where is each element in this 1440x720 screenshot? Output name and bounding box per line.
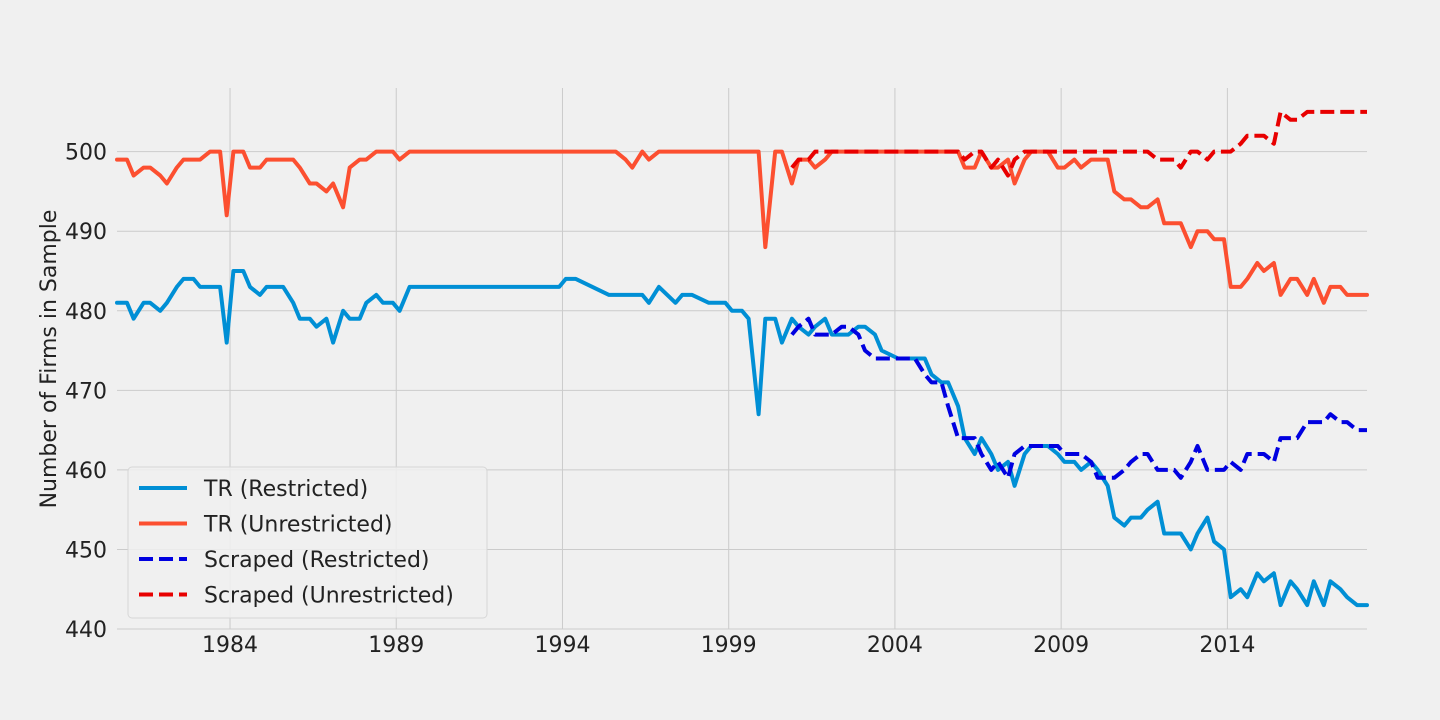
x-axis-ticks: 1984 1989 1994 1999 2004 2009 2014	[202, 633, 1255, 658]
x-tick-label: 1994	[534, 633, 590, 658]
legend-label: TR (Restricted)	[203, 477, 368, 502]
series-lines	[115, 109, 1369, 608]
y-tick-label: 480	[65, 300, 107, 325]
series-line-4	[790, 109, 1367, 178]
series-line-3	[790, 316, 1367, 480]
y-tick-label: 450	[65, 538, 107, 563]
y-tick-label: 460	[65, 459, 107, 484]
legend: TR (Restricted) TR (Unrestricted) Scraped …	[127, 466, 488, 619]
y-tick-label: 470	[65, 379, 107, 404]
legend-label: Scraped (Unrestricted)	[204, 584, 454, 609]
x-tick-label: 1999	[701, 633, 757, 658]
y-tick-label: 490	[65, 220, 107, 245]
x-tick-label: 2004	[867, 633, 923, 658]
legend-box	[127, 466, 488, 619]
x-tick-label: 2014	[1199, 633, 1255, 658]
x-tick-label: 1989	[368, 633, 424, 658]
legend-label: TR (Unrestricted)	[203, 513, 393, 538]
y-tick-label: 440	[65, 618, 107, 643]
y-axis-ticks: 440 450 460 470 480 490 500	[65, 141, 107, 643]
legend-label: Scraped (Restricted)	[204, 548, 430, 573]
y-tick-label: 500	[65, 141, 107, 166]
x-tick-label: 1984	[202, 633, 258, 658]
x-tick-label: 2009	[1033, 633, 1089, 658]
y-axis-label: Number of Firms in Sample	[37, 210, 62, 509]
